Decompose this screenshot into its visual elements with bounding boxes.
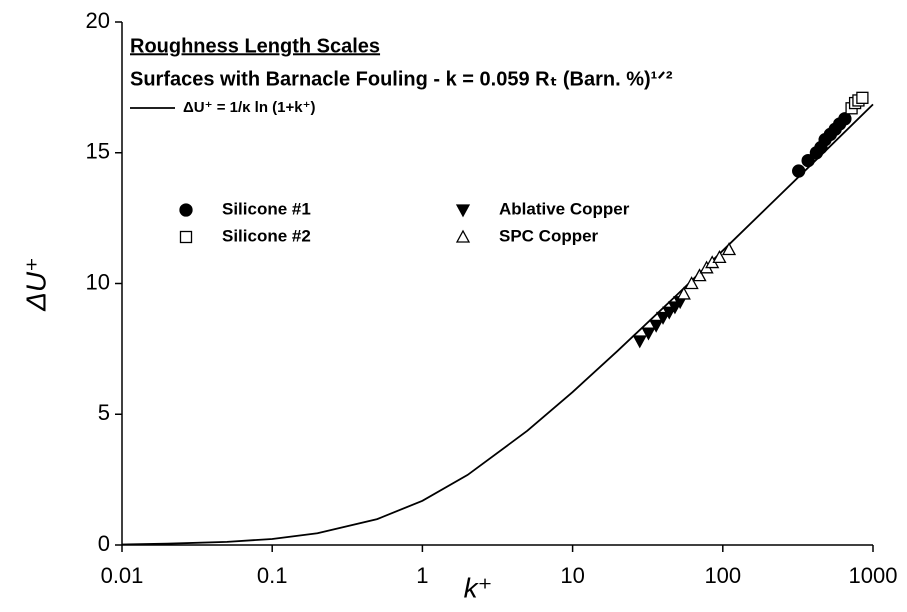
legend-label: SPC Copper	[499, 226, 599, 245]
x-tick-label: 100	[704, 563, 741, 588]
x-tick-label: 0.1	[257, 563, 288, 588]
x-tick-label: 0.01	[101, 563, 144, 588]
y-tick-label: 0	[98, 531, 110, 556]
x-tick-label: 1	[416, 563, 428, 588]
y-tick-label: 10	[86, 269, 110, 294]
marker-square	[179, 230, 193, 244]
x-axis-label: k⁺	[464, 572, 493, 603]
marker-circle	[801, 153, 815, 168]
y-axis-label: ΔU⁺	[20, 257, 51, 312]
legend-label: Silicone #2	[222, 226, 311, 245]
legend-label: Silicone #1	[222, 199, 311, 218]
chart-title: Roughness Length Scales	[130, 35, 380, 57]
x-tick-label: 10	[560, 563, 584, 588]
y-tick-label: 15	[86, 139, 110, 164]
curve	[121, 103, 874, 546]
marker-circle	[838, 112, 852, 126]
legend-label: Ablative Copper	[499, 199, 630, 218]
marker-triangle-up	[712, 249, 727, 263]
chart-subtitle: Surfaces with Barnacle Fouling - k = 0.0…	[130, 68, 673, 90]
marker-triangle-up	[721, 242, 737, 256]
marker-triangle-down	[641, 327, 656, 341]
marker-triangle-down	[455, 204, 471, 218]
marker-triangle-up	[692, 268, 707, 282]
legend-label: ΔU⁺ = 1/κ ln (1+k⁺)	[183, 99, 316, 116]
marker-triangle-down	[649, 319, 664, 333]
marker-circle	[792, 164, 806, 178]
y-tick-label: 20	[86, 8, 110, 33]
marker-triangle-up	[455, 229, 471, 243]
marker-triangle-down	[632, 335, 647, 349]
y-tick-label: 5	[98, 400, 110, 425]
marker-triangle-down	[662, 306, 677, 320]
marker-triangle-up	[676, 286, 691, 300]
marker-circle	[179, 203, 193, 217]
marker-square	[856, 91, 869, 104]
marker-triangle-down	[655, 311, 671, 325]
marker-triangle-up	[684, 276, 699, 290]
x-tick-label: 1000	[849, 563, 898, 588]
